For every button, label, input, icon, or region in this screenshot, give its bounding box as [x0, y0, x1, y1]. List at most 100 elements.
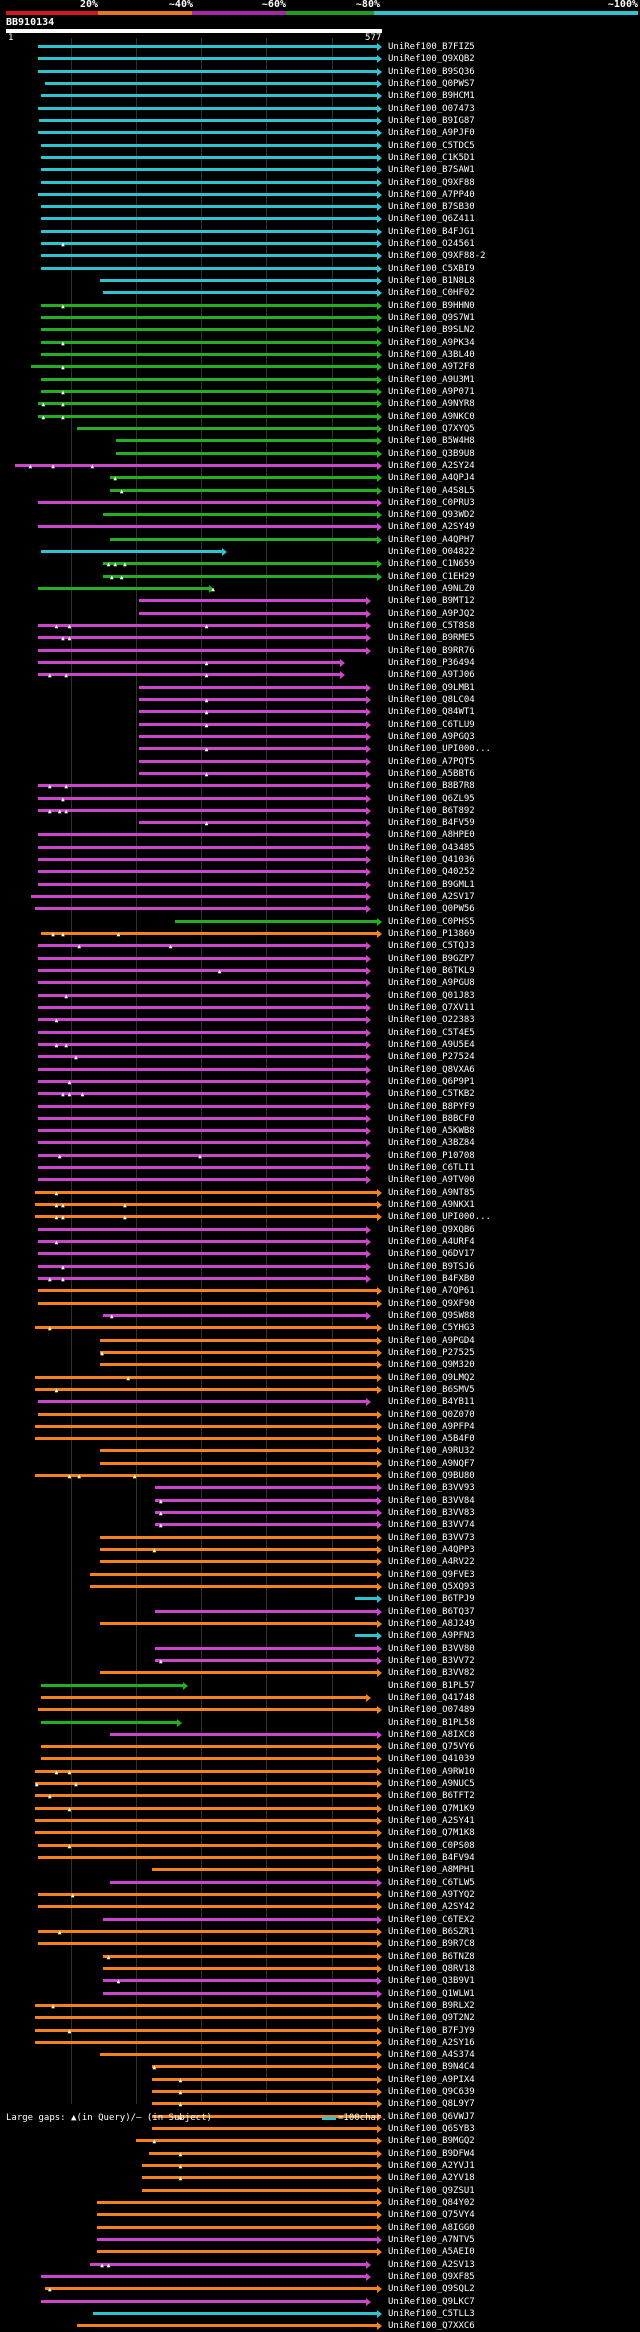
hit-label[interactable]: UniRef100_Q8LC04 — [388, 695, 475, 705]
hit-row[interactable]: UniRef100_Q9LMB1 — [0, 683, 640, 694]
hit-row[interactable]: UniRef100_A9PFN3 — [0, 1631, 640, 1642]
hit-row[interactable]: UniRef100_B5W4H8 — [0, 436, 640, 447]
hit-row[interactable]: UniRef100_B9R7C8 — [0, 1939, 640, 1950]
hit-label[interactable]: UniRef100_A4QPP3 — [388, 1545, 475, 1555]
hit-label[interactable]: UniRef100_Q9S7W1 — [388, 313, 475, 323]
hit-label[interactable]: UniRef100_B6TQ37 — [388, 1607, 475, 1617]
hit-row[interactable]: ▲ UniRef100_A2YVJ1 — [0, 2161, 640, 2172]
hit-row[interactable]: ▲ UniRef100_B9RLX2 — [0, 2001, 640, 2012]
hit-row[interactable]: UniRef100_Q9M320 — [0, 1360, 640, 1371]
hit-label[interactable]: UniRef100_O04822 — [388, 547, 475, 557]
hit-label[interactable]: UniRef100_B3VV72 — [388, 1656, 475, 1666]
hit-label[interactable]: UniRef100_A7QP61 — [388, 1286, 475, 1296]
hit-label[interactable]: UniRef100_A4S374 — [388, 2050, 475, 2060]
hit-row[interactable]: ▲ UniRef100_C6TLU9 — [0, 720, 640, 731]
hit-label[interactable]: UniRef100_Q0Z070 — [388, 1410, 475, 1420]
hit-label[interactable]: UniRef100_Q0PWS7 — [388, 79, 475, 89]
hit-row[interactable]: UniRef100_Q0PWS7 — [0, 79, 640, 90]
hit-row[interactable]: ▲ UniRef100_B9DFW4 — [0, 2149, 640, 2160]
hit-row[interactable]: ▲ UniRef100_A9NT85 — [0, 1188, 640, 1199]
hit-row[interactable]: ▲ UniRef100_B4FV59 — [0, 818, 640, 829]
hit-row[interactable]: UniRef100_A9PGU8 — [0, 978, 640, 989]
hit-row[interactable]: UniRef100_Q41036 — [0, 855, 640, 866]
hit-row[interactable]: ▲ ▲ ▲ UniRef100_UPI000... — [0, 1212, 640, 1223]
hit-label[interactable]: UniRef100_A9NKC0 — [388, 412, 475, 422]
hit-label[interactable]: UniRef100_C1N659 — [388, 559, 475, 569]
hit-label[interactable]: UniRef100_A4URF4 — [388, 1237, 475, 1247]
hit-row[interactable]: ▲ ▲ UniRef100_A9U5E4 — [0, 1040, 640, 1051]
hit-row[interactable]: ▲ ▲ UniRef100_A9RW10 — [0, 1767, 640, 1778]
hit-row[interactable]: UniRef100_Q9S7W1 — [0, 313, 640, 324]
hit-row[interactable]: UniRef100_Q9T2N2 — [0, 2013, 640, 2024]
hit-row[interactable]: ▲ ▲ UniRef100_A9NYR8 — [0, 399, 640, 410]
hit-label[interactable]: UniRef100_C5T4E5 — [388, 1028, 475, 1038]
hit-row[interactable]: UniRef100_Q0Z070 — [0, 1410, 640, 1421]
hit-label[interactable]: UniRef100_Q6P9P1 — [388, 1077, 475, 1087]
hit-label[interactable]: UniRef100_B3VV82 — [388, 1668, 475, 1678]
hit-row[interactable]: ▲ UniRef100_A9PIX4 — [0, 2075, 640, 2086]
hit-label[interactable]: UniRef100_O07473 — [388, 104, 475, 114]
hit-label[interactable]: UniRef100_B3VV74 — [388, 1520, 475, 1530]
hit-row[interactable]: ▲ UniRef100_B9N4C4 — [0, 2062, 640, 2073]
hit-label[interactable]: UniRef100_C5YHG3 — [388, 1323, 475, 1333]
hit-row[interactable]: UniRef100_Q5XQ93 — [0, 1582, 640, 1593]
hit-label[interactable]: UniRef100_Q9XF88 — [388, 178, 475, 188]
hit-label[interactable]: UniRef100_Q9BU80 — [388, 1471, 475, 1481]
hit-row[interactable]: UniRef100_Q93WD2 — [0, 510, 640, 521]
hit-row[interactable]: UniRef100_A9PGD4 — [0, 1336, 640, 1347]
hit-label[interactable]: UniRef100_A2SV17 — [388, 892, 475, 902]
hit-row[interactable]: UniRef100_A4S374 — [0, 2050, 640, 2061]
hit-label[interactable]: UniRef100_A2SY24 — [388, 461, 475, 471]
hit-row[interactable]: ▲ UniRef100_Q9SQL2 — [0, 2284, 640, 2295]
hit-row[interactable]: UniRef100_C1K5D1 — [0, 153, 640, 164]
hit-row[interactable]: ▲ ▲ UniRef100_B8B7R8 — [0, 781, 640, 792]
hit-row[interactable]: UniRef100_B8PYF9 — [0, 1102, 640, 1113]
hit-label[interactable]: UniRef100_B6TKL9 — [388, 966, 475, 976]
hit-label[interactable]: UniRef100_A9P071 — [388, 387, 475, 397]
hit-row[interactable]: UniRef100_Q7XXC6 — [0, 2321, 640, 2332]
hit-label[interactable]: UniRef100_A9PK34 — [388, 338, 475, 348]
hit-row[interactable]: ▲ ▲ ▲ UniRef100_C5T8S8 — [0, 621, 640, 632]
hit-row[interactable]: UniRef100_A7QP61 — [0, 1286, 640, 1297]
hit-row[interactable]: UniRef100_Q9XQB6 — [0, 1225, 640, 1236]
hit-row[interactable]: UniRef100_A9PFP4 — [0, 1422, 640, 1433]
hit-label[interactable]: UniRef100_C5TQJ3 — [388, 941, 475, 951]
hit-label[interactable]: UniRef100_B9IG87 — [388, 116, 475, 126]
hit-label[interactable]: UniRef100_Q7M1K8 — [388, 1828, 475, 1838]
hit-row[interactable]: ▲ UniRef100_B3VV83 — [0, 1508, 640, 1519]
hit-label[interactable]: UniRef100_Q9T2N2 — [388, 2013, 475, 2023]
hit-label[interactable]: UniRef100_B4YB11 — [388, 1397, 475, 1407]
hit-row[interactable]: UniRef100_C6TLW5 — [0, 1878, 640, 1889]
hit-label[interactable]: UniRef100_Q9LMQ2 — [388, 1373, 475, 1383]
hit-row[interactable]: UniRef100_A8J249 — [0, 1619, 640, 1630]
hit-label[interactable]: UniRef100_A5AEI0 — [388, 2247, 475, 2257]
hit-row[interactable]: UniRef100_C0PHS5 — [0, 917, 640, 928]
hit-label[interactable]: UniRef100_Q6DV17 — [388, 1249, 475, 1259]
hit-label[interactable]: UniRef100_Q9XQB6 — [388, 1225, 475, 1235]
hit-label[interactable]: UniRef100_Q9XF85 — [388, 2272, 475, 2282]
hit-label[interactable]: UniRef100_B1N8L8 — [388, 276, 475, 286]
hit-row[interactable]: ▲ UniRef100_C0PS08 — [0, 1841, 640, 1852]
hit-row[interactable]: ▲ UniRef100_P36494 — [0, 658, 640, 669]
hit-label[interactable]: UniRef100_UPI000... — [388, 744, 491, 754]
hit-label[interactable]: UniRef100_A2YVJ1 — [388, 2161, 475, 2171]
hit-label[interactable]: UniRef100_Q7M1K9 — [388, 1804, 475, 1814]
hit-row[interactable]: UniRef100_A8IXC8 — [0, 1730, 640, 1741]
hit-row[interactable]: UniRef100_Q6DV17 — [0, 1249, 640, 1260]
hit-row[interactable]: ▲ UniRef100_A9T2F8 — [0, 362, 640, 373]
hit-label[interactable]: UniRef100_A4RV22 — [388, 1557, 475, 1567]
hit-label[interactable]: UniRef100_A9PFP4 — [388, 1422, 475, 1432]
hit-label[interactable]: UniRef100_B3VV80 — [388, 1644, 475, 1654]
hit-row[interactable]: UniRef100_Q8VXA6 — [0, 1065, 640, 1076]
hit-label[interactable]: UniRef100_A9RW10 — [388, 1767, 475, 1777]
hit-row[interactable]: UniRef100_B3VV80 — [0, 1644, 640, 1655]
hit-label[interactable]: UniRef100_Q75VY4 — [388, 2210, 475, 2220]
hit-label[interactable]: UniRef100_Q6VWJ7 — [388, 2112, 475, 2122]
hit-row[interactable]: ▲ ▲ UniRef100_A9NUC5 — [0, 1779, 640, 1790]
hit-row[interactable]: ▲ UniRef100_A4QPP3 — [0, 1545, 640, 1556]
hit-label[interactable]: UniRef100_P10708 — [388, 1151, 475, 1161]
hit-row[interactable]: UniRef100_Q7M1K8 — [0, 1828, 640, 1839]
hit-label[interactable]: UniRef100_B8BCF0 — [388, 1114, 475, 1124]
hit-label[interactable]: UniRef100_Q40252 — [388, 867, 475, 877]
hit-label[interactable]: UniRef100_Q9SW88 — [388, 1311, 475, 1321]
